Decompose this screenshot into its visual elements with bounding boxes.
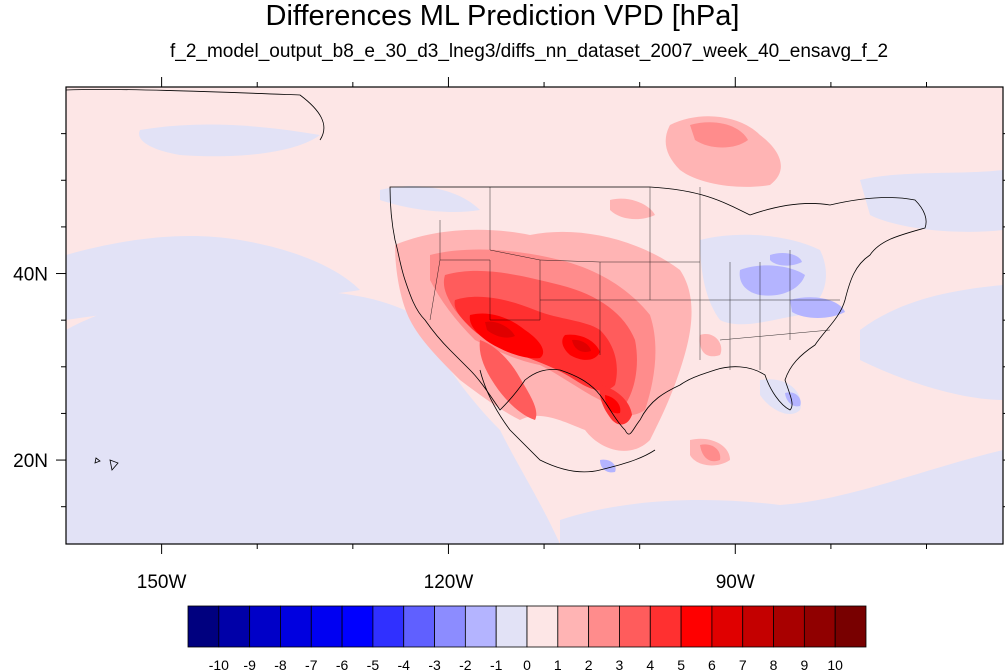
colorbar-tick-label: 2 — [585, 657, 593, 672]
colorbar-swatch — [619, 605, 651, 648]
colorbar-tick-label: 0 — [523, 657, 531, 672]
colorbar-tick-label: -6 — [336, 657, 349, 672]
colorbar-tick-label: -8 — [274, 657, 287, 672]
colorbar-swatch — [341, 605, 374, 648]
colorbar-swatch — [372, 605, 405, 648]
colorbar-tick-label: -2 — [459, 657, 472, 672]
colorbar-swatch — [434, 605, 466, 648]
colorbar-tick-label: -9 — [243, 657, 256, 672]
colorbar-swatch — [280, 605, 312, 648]
map-subtitle: f_2_model_output_b8_e_30_d3_lneg3/diffs_… — [169, 41, 889, 62]
colorbar-swatch — [649, 605, 682, 648]
coastlines — [66, 89, 927, 473]
colorbar-tick-label: -3 — [428, 657, 441, 672]
map-axis-ticks — [56, 77, 1005, 554]
colorbar-tick-label: -1 — [490, 657, 503, 672]
lon-tick-label: 150W — [137, 572, 187, 593]
colorbar-labels: -10 -9 -8 -7 -6 -5 -4 -3 -2 -1 0 1 2 3 4 5 6 7 8 9 10 — [209, 657, 843, 672]
colorbar-tick-label: 1 — [554, 657, 562, 672]
colorbar-swatch — [249, 605, 281, 648]
colorbar-swatch — [711, 605, 744, 648]
colorbar-tick-label: -5 — [367, 657, 380, 672]
colorbar-swatch — [773, 605, 805, 648]
state-borders — [429, 187, 840, 370]
colorbar-tick-label: 9 — [800, 657, 808, 672]
colorbar-swatch — [557, 605, 590, 648]
colorbar-tick-label: 3 — [616, 657, 624, 672]
colorbar-swatch — [310, 605, 343, 648]
colorbar-tick-label: -7 — [305, 657, 318, 672]
lon-tick-label: 90W — [716, 572, 755, 593]
lon-tick-label: 120W — [424, 572, 474, 593]
map-axis-labels: 150W 120W 90W 40N 20N — [13, 265, 755, 593]
colorbar-swatch — [495, 605, 528, 648]
colorbar-tick-label: 7 — [739, 657, 747, 672]
colorbar-tick-label: -4 — [398, 657, 411, 672]
lat-tick-label: 40N — [13, 265, 48, 286]
colorbar-swatch — [834, 605, 867, 648]
lat-tick-label: 20N — [13, 451, 48, 472]
vpd-difference-field — [66, 87, 1003, 544]
colorbar-swatch — [588, 605, 620, 648]
colorbar-swatch — [803, 605, 836, 648]
colorbar-swatch — [742, 605, 774, 648]
colorbar — [187, 605, 867, 648]
colorbar-tick-label: 10 — [827, 657, 843, 672]
colorbar-tick-label: 5 — [677, 657, 685, 672]
colorbar-tick-label: -10 — [209, 657, 229, 672]
colorbar-swatch — [680, 605, 713, 648]
colorbar-swatch — [187, 605, 220, 648]
negative-diff-regions-medium — [600, 252, 845, 473]
colorbar-swatch — [403, 605, 435, 648]
map-title: Differences ML Prediction VPD [hPa] — [265, 0, 740, 32]
colorbar-tick-label: 4 — [646, 657, 654, 672]
colorbar-swatch — [526, 605, 559, 648]
colorbar-swatch — [218, 605, 251, 648]
colorbar-tick-label: 6 — [708, 657, 716, 672]
colorbar-tick-label: 8 — [770, 657, 778, 672]
colorbar-swatch — [464, 605, 497, 648]
map-frame — [65, 86, 1004, 545]
